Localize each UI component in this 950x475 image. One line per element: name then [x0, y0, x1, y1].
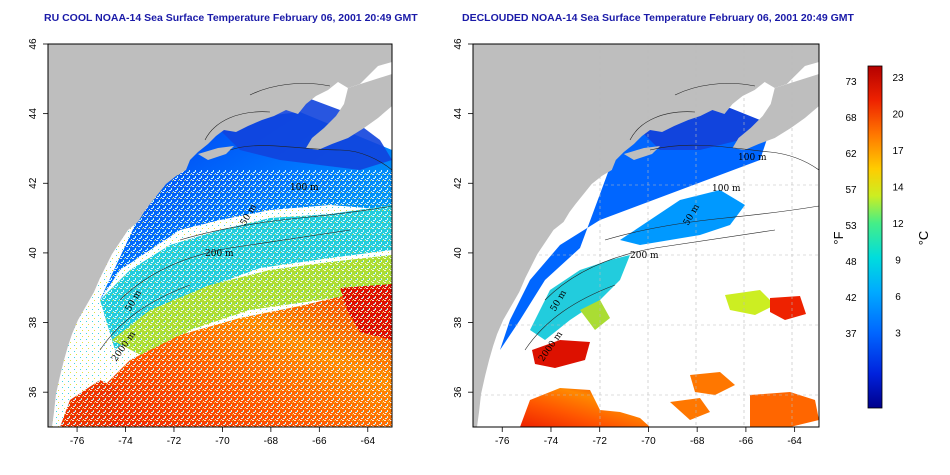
celsius-tick-label: 3 [895, 329, 901, 340]
fahrenheit-tick-label: 53 [845, 221, 857, 232]
celsius-tick-label: 23 [892, 73, 904, 84]
left-map-panel: 100 m 200 m 50 m 2000 m 50 m [47, 43, 393, 428]
isobath-label: 100 m [712, 184, 741, 194]
lat-tick-label: 46 [453, 38, 464, 50]
fahrenheit-tick-label: 73 [845, 77, 857, 88]
lon-tick-label: -72 [167, 436, 182, 447]
celsius-unit-label: °C [916, 231, 931, 246]
right-panel-title: DECLOUDED NOAA-14 Sea Surface Temperatur… [462, 12, 854, 24]
lat-tick-label: 42 [453, 177, 464, 189]
fahrenheit-tick-label: 62 [845, 149, 857, 160]
lat-tick-label: 44 [453, 108, 464, 120]
lon-tick-label: -70 [641, 436, 656, 447]
celsius-tick-label: 14 [892, 183, 904, 194]
left-panel-title: RU COOL NOAA-14 Sea Surface Temperature … [44, 12, 418, 24]
lon-tick-label: -66 [312, 436, 327, 447]
lat-tick-label: 38 [453, 317, 464, 329]
lat-tick-label: 44 [28, 108, 39, 120]
fahrenheit-tick-label: 48 [845, 257, 857, 268]
celsius-tick-label: 17 [892, 146, 904, 157]
lat-tick-label: 38 [28, 317, 39, 329]
celsius-tick-label: 9 [895, 256, 901, 267]
lat-tick-label: 46 [28, 38, 39, 50]
lon-tick-label: -74 [118, 436, 133, 447]
fahrenheit-tick-label: 68 [845, 113, 857, 124]
fahrenheit-tick-label: 57 [845, 185, 857, 196]
lon-tick-label: -70 [215, 436, 230, 447]
temperature-colorbar: 73 68 62 57 53 48 42 37 23 20 17 14 12 9 6 3 °F °C [831, 65, 931, 409]
right-map-panel: 100 m 100 m 200 m 50 m 2000 m 50 m [472, 43, 820, 428]
fahrenheit-tick-label: 37 [845, 329, 857, 340]
colorbar-gradient [867, 65, 883, 409]
lon-tick-label: -64 [787, 436, 802, 447]
left-axes: -76 -74 -72 -70 -68 -66 -64 46 44 42 40 38 36 [28, 38, 375, 447]
lat-tick-label: 36 [453, 386, 464, 398]
isobath-label: 200 m [630, 251, 659, 261]
isobath-label: 100 m [290, 183, 319, 193]
lat-tick-label: 40 [453, 247, 464, 259]
lon-tick-label: -76 [495, 436, 510, 447]
isobath-label: 200 m [205, 249, 234, 259]
lon-tick-label: -76 [70, 436, 85, 447]
lat-tick-label: 36 [28, 386, 39, 398]
celsius-tick-label: 12 [892, 219, 904, 230]
fahrenheit-tick-label: 42 [845, 293, 857, 304]
lon-tick-label: -66 [739, 436, 754, 447]
isobath-label: 100 m [738, 153, 767, 163]
celsius-tick-label: 20 [892, 110, 904, 121]
lon-tick-label: -64 [361, 436, 376, 447]
fahrenheit-unit-label: °F [831, 231, 846, 244]
celsius-tick-label: 6 [895, 292, 901, 303]
lon-tick-label: -72 [592, 436, 607, 447]
lat-tick-label: 42 [28, 177, 39, 189]
lon-tick-label: -74 [544, 436, 559, 447]
lon-tick-label: -68 [264, 436, 279, 447]
right-axes: -76 -74 -72 -70 -68 -66 -64 46 44 42 40 38 36 [453, 38, 802, 447]
lon-tick-label: -68 [690, 436, 705, 447]
lat-tick-label: 40 [28, 247, 39, 259]
